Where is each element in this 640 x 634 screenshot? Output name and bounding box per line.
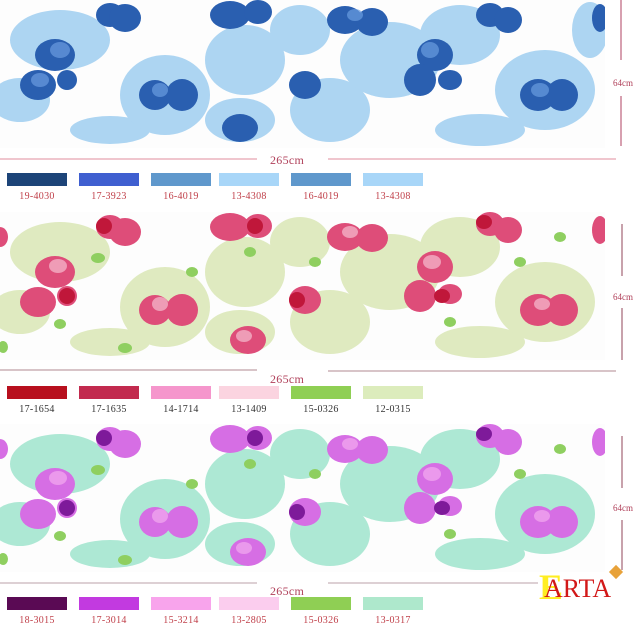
color-swatch: 13-4308	[219, 173, 279, 202]
height-dimension-line-top	[621, 224, 623, 276]
swatch-chip	[79, 597, 139, 610]
pantone-code: 13-0317	[375, 615, 411, 626]
color-swatch: 13-1409	[219, 386, 279, 415]
color-swatch: 12-0315	[363, 386, 423, 415]
pantone-code: 16-4019	[303, 191, 339, 202]
rose-pattern-image	[0, 212, 605, 358]
pantone-code: 13-4308	[231, 191, 267, 202]
swatch-chip	[79, 173, 139, 186]
pantone-code: 17-1635	[91, 404, 127, 415]
color-swatch: 18-3015	[7, 597, 67, 626]
swatch-chip	[291, 173, 351, 186]
pantone-code: 12-0315	[375, 404, 411, 415]
color-swatch: 13-2805	[219, 597, 279, 626]
width-dimension-line-right	[328, 158, 616, 160]
height-dimension-label: 64cm	[613, 503, 633, 513]
swatch-chip	[363, 173, 423, 186]
swatch-chip	[363, 597, 423, 610]
pantone-code: 13-2805	[231, 615, 267, 626]
height-dimension-label: 64cm	[613, 78, 633, 88]
pantone-code: 17-3014	[91, 615, 127, 626]
width-dimension-label: 265cm	[270, 584, 305, 598]
swatch-chip	[151, 597, 211, 610]
color-swatch: 17-3923	[79, 173, 139, 202]
pantone-code: 15-3214	[163, 615, 199, 626]
color-swatch: 17-1654	[7, 386, 67, 415]
swatch-chip	[79, 386, 139, 399]
pantone-code: 15-0326	[303, 404, 339, 415]
color-swatch: 15-0326	[291, 386, 351, 415]
height-dimension-line-top	[621, 436, 623, 488]
color-swatch-row: 17-1654 17-1635 14-1714 13-1409 15-0326 …	[7, 386, 435, 415]
swatch-chip	[219, 173, 279, 186]
height-dimension-line-bottom	[620, 96, 622, 146]
height-dimension-line-bottom	[621, 520, 623, 570]
color-swatch: 15-0326	[291, 597, 351, 626]
logo-shadow-letter: E	[539, 567, 564, 607]
color-swatch: 14-1714	[151, 386, 211, 415]
width-dimension-line-left	[0, 582, 257, 584]
swatch-chip	[7, 173, 67, 186]
pantone-code: 15-0326	[303, 615, 339, 626]
pantone-code: 16-4019	[163, 191, 199, 202]
swatch-chip	[151, 173, 211, 186]
swatch-chip	[7, 386, 67, 399]
height-dimension-line-top	[620, 0, 622, 60]
pantone-code: 13-1409	[231, 404, 267, 415]
color-swatch: 19-4030	[7, 173, 67, 202]
width-dimension-line-left	[0, 158, 257, 160]
pantone-code: 14-1714	[163, 404, 199, 415]
swatch-chip	[363, 386, 423, 399]
color-swatch-row: 19-4030 17-3923 16-4019 13-4308 16-4019 …	[7, 173, 435, 202]
color-swatch-row: 18-3015 17-3014 15-3214 13-2805 15-0326 …	[7, 597, 435, 626]
swatch-chip	[291, 597, 351, 610]
color-swatch: 17-3014	[79, 597, 139, 626]
color-swatch: 13-4308	[363, 173, 423, 202]
fabric-pattern-violet-mint	[0, 424, 605, 572]
color-swatch: 16-4019	[291, 173, 351, 202]
swatch-chip	[291, 386, 351, 399]
swatch-chip	[7, 597, 67, 610]
fabric-pattern-rose-green	[0, 212, 605, 360]
fabric-panel-rose-green: 64cm 265cm 17-1654 17-1635 14-1714 13-14…	[0, 212, 640, 417]
color-swatch: 16-4019	[151, 173, 211, 202]
width-dimension-label: 265cm	[270, 372, 305, 386]
rose-pattern-image	[0, 0, 605, 146]
width-dimension-label: 265cm	[270, 153, 305, 167]
fabric-panel-blue: 64cm 265cm 19-4030 17-3923 16-4019 13-43…	[0, 0, 640, 205]
width-dimension-line-left	[0, 369, 257, 371]
pantone-code: 19-4030	[19, 191, 55, 202]
fabric-panel-violet-mint: 64cm 265cm 18-3015 17-3014 15-3214 13-28…	[0, 424, 640, 634]
swatch-chip	[219, 386, 279, 399]
pantone-code: 17-3923	[91, 191, 127, 202]
pantone-code: 17-1654	[19, 404, 55, 415]
fabric-pattern-blue	[0, 0, 605, 148]
width-dimension-line-right	[328, 370, 616, 372]
logo-text: ARTA	[544, 574, 612, 603]
height-dimension-label: 64cm	[613, 292, 633, 302]
arta-logo: E ARTA	[539, 564, 627, 607]
pantone-code: 18-3015	[19, 615, 55, 626]
swatch-chip	[219, 597, 279, 610]
swatch-chip	[151, 386, 211, 399]
color-swatch: 17-1635	[79, 386, 139, 415]
color-swatch: 13-0317	[363, 597, 423, 626]
height-dimension-line-bottom	[621, 308, 623, 360]
pantone-code: 13-4308	[375, 191, 411, 202]
rose-pattern-image	[0, 424, 605, 570]
color-swatch: 15-3214	[151, 597, 211, 626]
width-dimension-line-right	[328, 582, 538, 584]
